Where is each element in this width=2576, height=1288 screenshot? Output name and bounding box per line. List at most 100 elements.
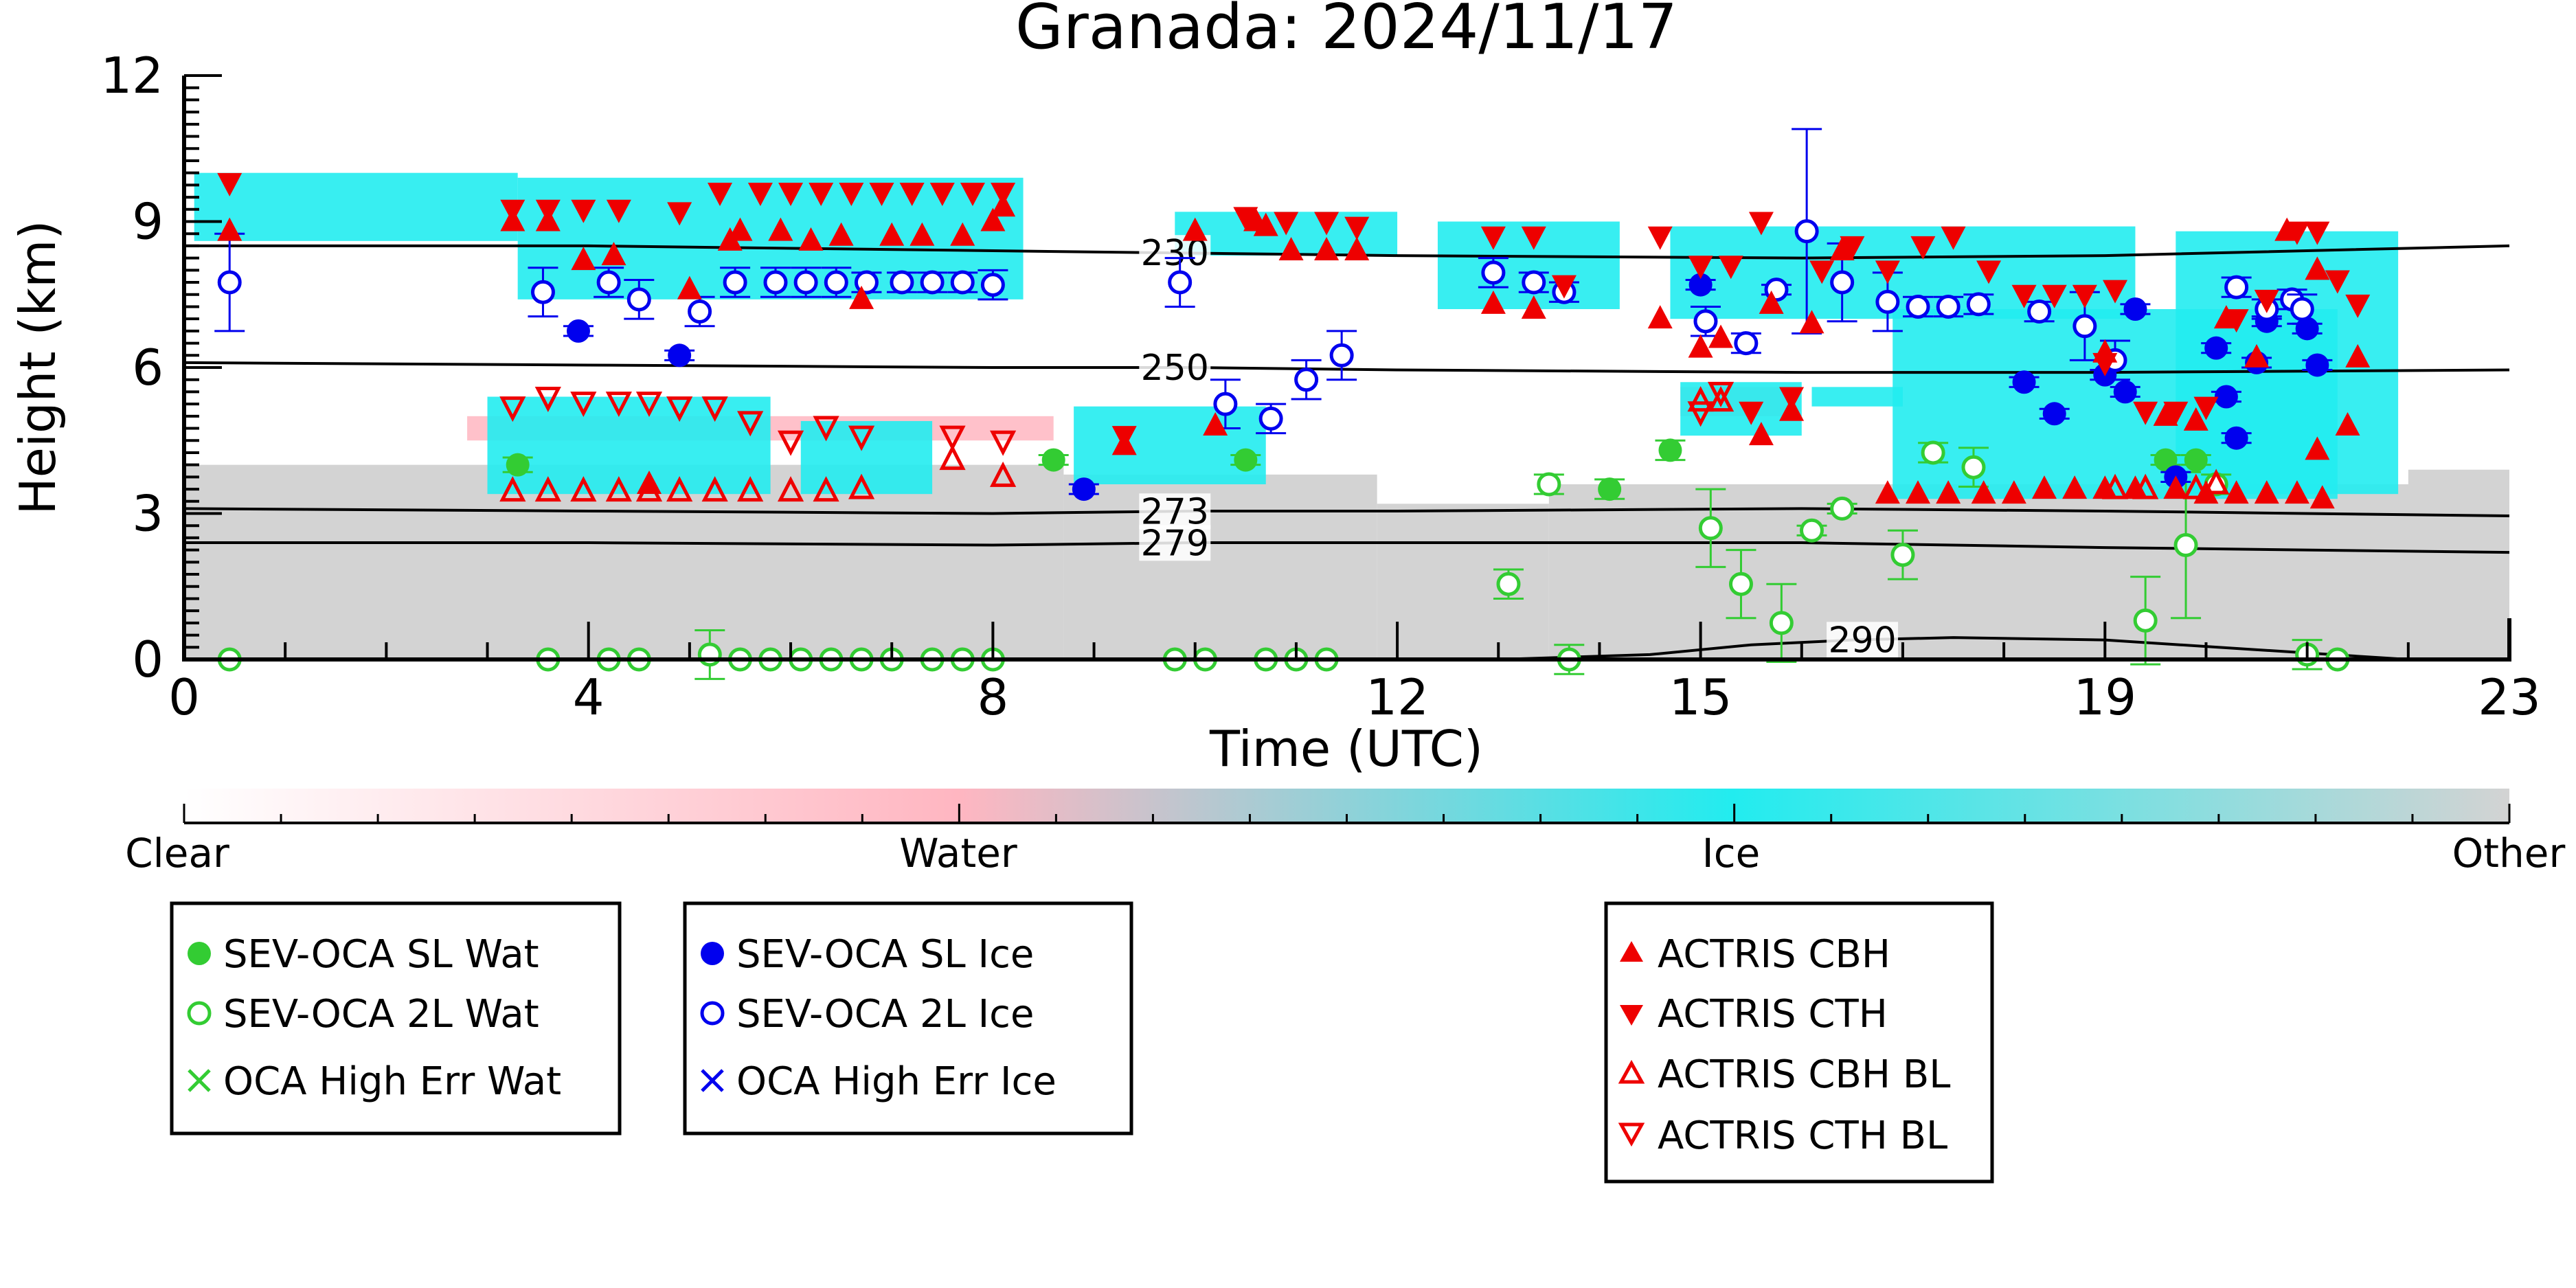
actris-cbh-point [2284, 480, 2309, 504]
actris-cbh-point [1748, 422, 1774, 446]
isotherm-279 [184, 541, 2510, 554]
legend-marker-oca-err-wat [188, 1069, 211, 1092]
actris-cth-bl-point [666, 396, 693, 422]
actris-cbh-point [2244, 343, 2270, 368]
actris-cbh-point [1480, 290, 1506, 314]
x-tick-label: 8 [977, 668, 1008, 726]
actris-cbh-point [1799, 310, 1824, 334]
sev-oca-2l-wat-point [1769, 611, 1794, 635]
actris-cth-point [1976, 260, 2002, 284]
actris-cbh-point [828, 222, 854, 246]
actris-cth-point [960, 183, 985, 206]
actris-cbh-point [2032, 475, 2057, 499]
isotherm-273 [183, 507, 2510, 518]
actris-cbh-point [1688, 334, 1713, 358]
sev-oca-2l-ice-point [530, 280, 555, 304]
actris-cth-point [606, 199, 631, 223]
sev-oca-sl-wat-point [2184, 448, 2208, 472]
legend-label-oca-err-ice: OCA High Err Ice [736, 1059, 1057, 1104]
legend-label-actris-cth-bl: ACTRIS CTH BL [1658, 1114, 1947, 1158]
isotherm-label-279: 279 [1141, 523, 1209, 564]
x-axis-label: Time (UTC) [1209, 720, 1483, 778]
actris-cbh-point [849, 285, 874, 309]
actris-cth-point [2011, 284, 2037, 308]
legend-marker-sev-sl-wat [188, 942, 211, 965]
actris-cbh-bl-point [635, 476, 663, 502]
sev-oca-2l-ice-point [920, 270, 945, 295]
sev-oca-2l-ice-point [1168, 270, 1193, 295]
actris-cth-bl-point [777, 430, 804, 456]
actris-cth-point [2092, 352, 2118, 376]
sev-oca-2l-wat-point [1890, 543, 1915, 567]
sev-oca-2l-ice-point [2290, 297, 2314, 321]
sev-oca-sl-wat-point [1598, 477, 1622, 501]
sev-oca-2l-ice-point [1693, 309, 1718, 334]
actris-cth-bl-point [499, 396, 526, 422]
actris-cth-point [869, 183, 894, 206]
actris-cth-point [1809, 260, 1835, 284]
sev-oca-2l-ice-point [854, 270, 879, 295]
actris-cth-point [1551, 275, 1577, 299]
actris-cth-point [2224, 309, 2249, 333]
legend-marker-actris-cbh-bl [1618, 1059, 1645, 1084]
actris-cth-point [1739, 401, 1764, 425]
y-tick-label: 6 [132, 339, 163, 396]
actris-cbh-bl-point [570, 476, 597, 502]
actris-cth-bl-point [635, 392, 663, 418]
y-tick-label: 0 [132, 631, 163, 688]
sev-oca-2l-ice-point [1294, 368, 1319, 392]
ice-cloud-region [1074, 406, 1266, 484]
sev-oca-2l-ice-point [980, 273, 1005, 297]
actris-cth-point [2103, 280, 2128, 304]
actris-cth-bl-point [534, 387, 561, 412]
actris-cbh-bl-point [848, 473, 875, 499]
actris-cth-point [899, 183, 925, 206]
axes: 0 3 6 9 12 0 4 8 12 15 19 23 [100, 47, 2540, 726]
actris-cbh-point [1314, 237, 1340, 260]
actris-cth-point [535, 199, 561, 223]
actris-cbh-bl-point [605, 476, 632, 502]
y-tick-label: 3 [132, 485, 163, 543]
x-tick-label: 23 [2478, 668, 2541, 726]
sev-oca-2l-ice-point [763, 270, 788, 295]
sev-oca-sl-ice-point [2204, 336, 2228, 360]
legend-label-sev-2l-wat: SEV-OCA 2L Wat [223, 992, 539, 1037]
sev-oca-sl-ice-point [566, 319, 590, 343]
sev-oca-sl-ice-point [2224, 426, 2248, 450]
sev-oca-2l-ice-point [2027, 300, 2052, 324]
sev-oca-2l-wat-point [1728, 572, 1753, 596]
actris-cth-point [1718, 256, 1743, 280]
isotherm-label-bg [1139, 350, 1211, 385]
other-cloud-region [2408, 469, 2509, 514]
isotherm-label-bg [1139, 493, 1211, 530]
y-axis-label: Height (km) [9, 221, 67, 515]
colorbar-label-water: Water [899, 830, 1017, 877]
actris-cbh-bl-point [990, 461, 1017, 487]
actris-cbh-bl-point [2101, 473, 2129, 499]
y-tick-label: 12 [100, 47, 163, 104]
actris-cbh-point [2183, 407, 2208, 431]
sev-oca-2l-ice-point [688, 300, 712, 324]
isotherm-label-bg [1139, 525, 1211, 561]
actris-cbh-bl-point [2132, 473, 2159, 499]
isotherm-250 [183, 361, 2510, 374]
sev-oca-2l-ice-point [596, 270, 621, 295]
actris-cbh-point [1182, 217, 1208, 241]
ice-cloud-region [1670, 226, 2136, 319]
actris-cth-point [2072, 284, 2097, 308]
sev-oca-sl-ice-point [2214, 385, 2238, 409]
actris-cbh-point [2309, 485, 2335, 509]
actris-cth-point [1779, 387, 1805, 411]
actris-cbh-point [2254, 480, 2279, 504]
actris-cbh-point [1759, 290, 1784, 314]
actris-cth-point [2193, 396, 2219, 420]
sev-oca-sl-wat-point [506, 453, 530, 477]
sev-oca-sl-wat-point [2154, 448, 2178, 472]
actris-cbh-point [2092, 475, 2118, 499]
actris-cbh-point [2163, 475, 2189, 499]
legend-ice-box [683, 901, 1133, 1136]
sev-oca-2l-wat-point [1921, 440, 1945, 465]
legend-label-actris-cth: ACTRIS CTH [1658, 992, 1888, 1037]
sev-oca-2l-wat-point [2133, 608, 2158, 633]
sev-oca-sl-ice-point [1688, 273, 1713, 297]
